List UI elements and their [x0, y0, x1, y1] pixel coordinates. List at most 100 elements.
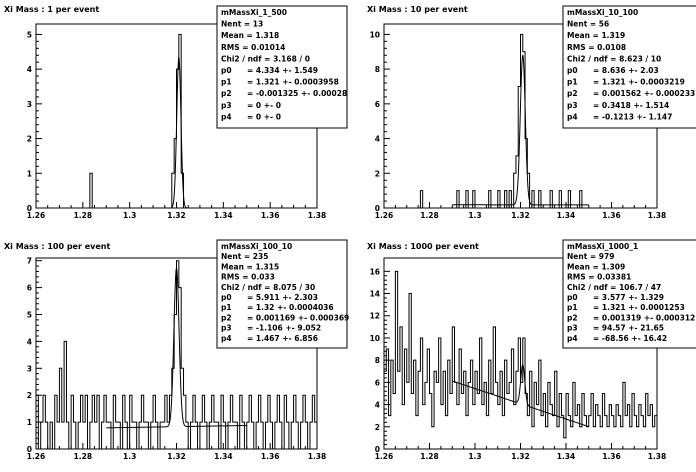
stats-value: = -1.106 +- 9.052 — [247, 324, 321, 333]
stats-box — [562, 5, 696, 129]
x-tick-label: 1.3 — [123, 211, 136, 220]
stats-label: mMassXi_100_10 — [221, 242, 292, 251]
y-tick-label: 7 — [27, 257, 32, 266]
stats-box — [216, 239, 348, 349]
stats-label: RMS = 0.0108 — [567, 43, 626, 52]
chart-pad-3: Xi Mass : 100 per event 1.26 1.28 1.3 1.32 1.… — [4, 239, 349, 461]
stats-label: p1 — [567, 303, 578, 312]
stats-label: p0 — [221, 293, 232, 302]
stats-label: p4 — [221, 112, 232, 121]
y-tick-label: 2 — [27, 391, 32, 400]
stats-box — [216, 5, 348, 129]
x-tick-label: 1.38 — [648, 452, 667, 461]
stats-label: Chi2 / ndf = 106.7 / 47 — [567, 283, 661, 292]
stats-label: RMS = 0.01014 — [221, 43, 285, 52]
stats-label: Mean = 1.315 — [221, 262, 279, 271]
y-tick-label: 4 — [375, 135, 380, 144]
y-tick-label: 5 — [27, 310, 32, 319]
x-tick-label: 1.32 — [511, 211, 530, 220]
chart-pad-2: Xi Mass : 10 per event 1.26 1.28 1.3 1.32 1.3… — [367, 5, 696, 220]
stats-label: p2 — [221, 89, 232, 98]
y-tick-label: 4 — [27, 337, 32, 346]
stats-box — [562, 239, 696, 349]
x-tick-label: 1.3 — [123, 452, 136, 461]
stats-label: p3 — [567, 324, 578, 333]
y-tick-label: 6 — [27, 284, 32, 293]
fit-curve — [452, 363, 589, 428]
x-tick-label: 1.32 — [167, 452, 186, 461]
stats-label: mMassXi_1_500 — [221, 8, 287, 17]
stats-value: = 0 +- 0 — [247, 112, 281, 121]
y-tick-label: 6 — [375, 378, 380, 387]
fit-curve — [106, 267, 247, 429]
x-tick-label: 1.3 — [468, 211, 481, 220]
chart-pad-4: Xi Mass : 1000 per event 1.26 1.28 1.3 1.32 1… — [367, 239, 696, 461]
y-tick-label: 10 — [370, 30, 380, 39]
stats-label: Chi2 / ndf = 3.168 / 0 — [221, 54, 310, 63]
fit-curve — [162, 56, 196, 209]
stats-label: p3 — [567, 101, 578, 110]
y-tick-label: 6 — [375, 100, 380, 109]
stats-value: = 8.636 +- 2.03 — [593, 66, 659, 75]
stats-label: p4 — [221, 334, 232, 343]
x-tick-label: 1.34 — [557, 211, 576, 220]
stats-label: p0 — [567, 293, 578, 302]
stats-label: p1 — [221, 303, 232, 312]
pad-title: Xi Mass : 1 per event — [4, 5, 99, 14]
y-tick-label: 4 — [375, 401, 380, 410]
pad-title: Xi Mass : 100 per event — [4, 242, 110, 251]
stats-value: = -0.1213 +- 1.147 — [593, 112, 672, 121]
x-tick-label: 1.28 — [74, 452, 93, 461]
stats-label: Nent = 979 — [567, 252, 614, 261]
x-tick-label: 1.28 — [74, 211, 93, 220]
stats-label: p2 — [567, 313, 578, 322]
stats-label: RMS = 0.03381 — [567, 273, 631, 282]
pad-title: Xi Mass : 1000 per event — [367, 242, 479, 251]
y-tick-label: 8 — [375, 356, 380, 365]
x-tick-label: 1.26 — [27, 211, 46, 220]
stats-value: = 1.321 +- 0.0003219 — [593, 78, 685, 87]
x-tick-label: 1.34 — [557, 452, 576, 461]
stats-label: Mean = 1.309 — [567, 262, 625, 271]
y-tick-label: 4 — [27, 65, 32, 74]
stats-value: = 1.321 +- 0.0003958 — [247, 78, 339, 87]
pad-title: Xi Mass : 10 per event — [367, 5, 468, 14]
y-tick-label: 0 — [375, 445, 380, 454]
x-tick-label: 1.26 — [375, 452, 394, 461]
stats-value: = 4.334 +- 1.549 — [247, 66, 318, 75]
stats-value: = 0.001169 +- 0.000369 — [247, 313, 349, 322]
stats-label: Chi2 / ndf = 8.623 / 10 — [567, 54, 661, 63]
stats-label: mMassXi_1000_1 — [567, 242, 638, 251]
x-tick-label: 1.36 — [602, 211, 621, 220]
y-tick-label: 12 — [370, 312, 380, 321]
stats-label: p4 — [567, 112, 578, 121]
stats-value: = 0.3418 +- 1.514 — [593, 101, 669, 110]
y-tick-label: 1 — [27, 169, 32, 178]
stats-label: Mean = 1.319 — [567, 31, 625, 40]
stats-label: RMS = 0.033 — [221, 273, 275, 282]
stats-value: = 94.57 +- 21.65 — [593, 324, 664, 333]
stats-label: p3 — [221, 324, 232, 333]
histogram-series — [384, 33, 657, 209]
stats-label: p2 — [221, 313, 232, 322]
histogram-series — [36, 260, 318, 450]
x-tick-label: 1.32 — [511, 452, 530, 461]
y-tick-label: 1 — [27, 418, 32, 427]
stats-label: p2 — [567, 89, 578, 98]
stats-value: = 1.321 +- 0.0001253 — [593, 303, 685, 312]
stats-label: p1 — [221, 78, 232, 87]
x-tick-label: 1.36 — [602, 452, 621, 461]
x-tick-label: 1.28 — [420, 211, 439, 220]
y-tick-label: 3 — [27, 364, 32, 373]
stats-label: Nent = 235 — [221, 252, 268, 261]
x-tick-label: 1.36 — [261, 211, 280, 220]
y-tick-label: 0 — [375, 204, 380, 213]
stats-value: = 0.001319 +- 0.000312 — [593, 313, 695, 322]
stats-value: = 0 +- 0 — [247, 101, 281, 110]
stats-value: = -0.001325 +- 0.00028 — [247, 89, 347, 98]
x-tick-label: 1.26 — [375, 211, 394, 220]
x-tick-label: 1.28 — [420, 452, 439, 461]
y-tick-label: 10 — [370, 334, 380, 343]
y-tick-label: 3 — [27, 100, 32, 109]
